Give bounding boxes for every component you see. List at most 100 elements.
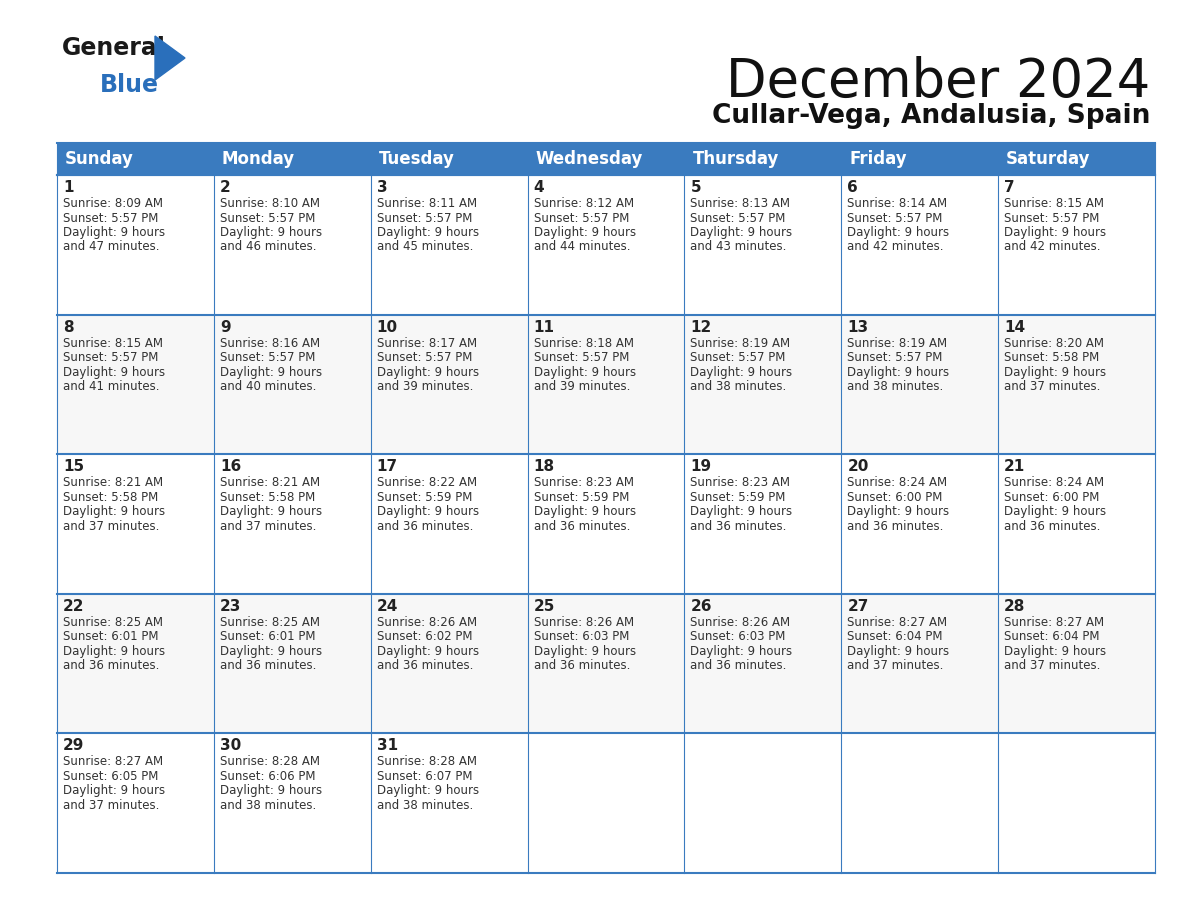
Text: 10: 10 [377,319,398,334]
Text: and 36 minutes.: and 36 minutes. [377,659,473,672]
Text: and 36 minutes.: and 36 minutes. [533,520,630,532]
Text: and 42 minutes.: and 42 minutes. [847,241,943,253]
Text: 1: 1 [63,180,74,195]
Text: Sunrise: 8:26 AM: Sunrise: 8:26 AM [690,616,790,629]
Text: Daylight: 9 hours: Daylight: 9 hours [1004,505,1106,518]
Text: Sunset: 6:01 PM: Sunset: 6:01 PM [63,631,158,644]
Text: Daylight: 9 hours: Daylight: 9 hours [690,226,792,239]
Text: Sunrise: 8:15 AM: Sunrise: 8:15 AM [1004,197,1104,210]
Text: and 42 minutes.: and 42 minutes. [1004,241,1100,253]
Text: Daylight: 9 hours: Daylight: 9 hours [847,644,949,658]
Text: Sunrise: 8:27 AM: Sunrise: 8:27 AM [1004,616,1105,629]
Bar [841,315,998,454]
Text: Sunrise: 8:21 AM: Sunrise: 8:21 AM [220,476,320,489]
Text: Daylight: 9 hours: Daylight: 9 hours [220,784,322,798]
Text: 2: 2 [220,180,230,195]
Text: Sunset: 5:57 PM: Sunset: 5:57 PM [63,351,158,364]
Text: Daylight: 9 hours: Daylight: 9 hours [377,505,479,518]
Text: Sunrise: 8:23 AM: Sunrise: 8:23 AM [690,476,790,489]
Text: Sunset: 5:57 PM: Sunset: 5:57 PM [690,351,785,364]
Text: 7: 7 [1004,180,1015,195]
Text: Daylight: 9 hours: Daylight: 9 hours [63,505,165,518]
Text: Sunrise: 8:24 AM: Sunrise: 8:24 AM [1004,476,1105,489]
Bar [527,175,684,315]
Text: 26: 26 [690,599,712,614]
Bar [998,594,1155,733]
Text: and 36 minutes.: and 36 minutes. [690,659,786,672]
Text: Daylight: 9 hours: Daylight: 9 hours [377,784,479,798]
Text: Sunrise: 8:12 AM: Sunrise: 8:12 AM [533,197,633,210]
Text: 13: 13 [847,319,868,334]
Text: 25: 25 [533,599,555,614]
Text: and 37 minutes.: and 37 minutes. [63,799,159,812]
Text: 22: 22 [63,599,84,614]
Text: Tuesday: Tuesday [379,150,455,168]
Text: Sunrise: 8:11 AM: Sunrise: 8:11 AM [377,197,476,210]
Bar [684,733,841,873]
Bar [57,454,214,594]
Text: Sunset: 6:01 PM: Sunset: 6:01 PM [220,631,315,644]
Bar [527,454,684,594]
Text: Daylight: 9 hours: Daylight: 9 hours [847,365,949,378]
Bar [371,594,527,733]
Text: Sunrise: 8:18 AM: Sunrise: 8:18 AM [533,337,633,350]
Bar [998,315,1155,454]
Text: Sunset: 5:58 PM: Sunset: 5:58 PM [63,491,158,504]
Text: Sunset: 6:05 PM: Sunset: 6:05 PM [63,770,158,783]
Text: 27: 27 [847,599,868,614]
Text: Daylight: 9 hours: Daylight: 9 hours [533,644,636,658]
Text: Daylight: 9 hours: Daylight: 9 hours [533,365,636,378]
Text: Daylight: 9 hours: Daylight: 9 hours [1004,365,1106,378]
Text: 19: 19 [690,459,712,475]
Text: 3: 3 [377,180,387,195]
Text: Sunrise: 8:27 AM: Sunrise: 8:27 AM [847,616,947,629]
Text: Sunset: 6:07 PM: Sunset: 6:07 PM [377,770,472,783]
Text: and 45 minutes.: and 45 minutes. [377,241,473,253]
Text: Sunset: 5:57 PM: Sunset: 5:57 PM [377,211,472,225]
Text: Sunset: 5:57 PM: Sunset: 5:57 PM [1004,211,1100,225]
Text: and 38 minutes.: and 38 minutes. [690,380,786,393]
Bar [214,454,371,594]
Text: Sunrise: 8:10 AM: Sunrise: 8:10 AM [220,197,320,210]
Text: Sunset: 5:57 PM: Sunset: 5:57 PM [533,351,628,364]
Text: 11: 11 [533,319,555,334]
Text: 30: 30 [220,738,241,754]
Text: Daylight: 9 hours: Daylight: 9 hours [690,644,792,658]
Text: 9: 9 [220,319,230,334]
Text: Sunrise: 8:19 AM: Sunrise: 8:19 AM [847,337,947,350]
Text: Sunrise: 8:13 AM: Sunrise: 8:13 AM [690,197,790,210]
Text: General: General [62,36,166,60]
Text: Sunrise: 8:16 AM: Sunrise: 8:16 AM [220,337,320,350]
Text: Sunrise: 8:27 AM: Sunrise: 8:27 AM [63,756,163,768]
Text: Sunrise: 8:15 AM: Sunrise: 8:15 AM [63,337,163,350]
Text: and 41 minutes.: and 41 minutes. [63,380,159,393]
Text: Sunset: 5:57 PM: Sunset: 5:57 PM [847,211,942,225]
Text: Daylight: 9 hours: Daylight: 9 hours [377,365,479,378]
Text: Sunset: 5:57 PM: Sunset: 5:57 PM [847,351,942,364]
Text: Sunrise: 8:14 AM: Sunrise: 8:14 AM [847,197,947,210]
Text: Sunset: 5:59 PM: Sunset: 5:59 PM [533,491,628,504]
Bar [214,175,371,315]
Text: Sunset: 6:00 PM: Sunset: 6:00 PM [847,491,942,504]
Text: 23: 23 [220,599,241,614]
Text: Sunset: 6:03 PM: Sunset: 6:03 PM [533,631,628,644]
Text: and 47 minutes.: and 47 minutes. [63,241,159,253]
Text: Sunrise: 8:09 AM: Sunrise: 8:09 AM [63,197,163,210]
Text: Sunday: Sunday [65,150,134,168]
Text: and 36 minutes.: and 36 minutes. [377,520,473,532]
Text: 16: 16 [220,459,241,475]
Text: Saturday: Saturday [1006,150,1091,168]
Text: Sunrise: 8:22 AM: Sunrise: 8:22 AM [377,476,476,489]
Bar [841,454,998,594]
Text: and 36 minutes.: and 36 minutes. [220,659,316,672]
Text: Daylight: 9 hours: Daylight: 9 hours [533,505,636,518]
Bar [998,454,1155,594]
Text: Sunset: 6:02 PM: Sunset: 6:02 PM [377,631,472,644]
Text: and 36 minutes.: and 36 minutes. [63,659,159,672]
Text: Daylight: 9 hours: Daylight: 9 hours [847,226,949,239]
Text: Daylight: 9 hours: Daylight: 9 hours [63,226,165,239]
Bar [57,175,214,315]
Text: Sunrise: 8:28 AM: Sunrise: 8:28 AM [377,756,476,768]
Text: Sunset: 6:00 PM: Sunset: 6:00 PM [1004,491,1100,504]
Text: 17: 17 [377,459,398,475]
